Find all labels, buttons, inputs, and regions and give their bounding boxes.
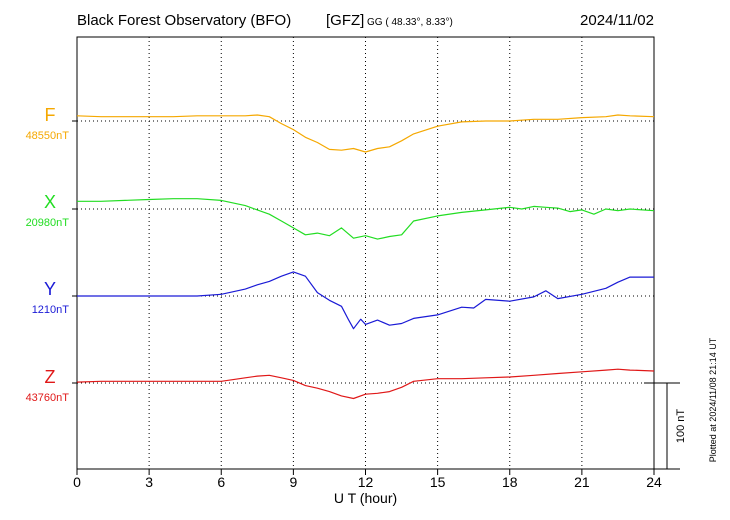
series-name-z: Z <box>45 367 56 387</box>
scale-bar: 100 nT <box>644 382 687 470</box>
x-tick-label: 0 <box>73 474 81 490</box>
series-labels: F 48550nT X 20980nT Y 1210nT Z 43760nT <box>26 105 70 404</box>
series-line-f <box>76 114 655 153</box>
series-baseline-z: 43760nT <box>26 392 70 404</box>
x-axis-label: U T (hour) <box>334 490 397 506</box>
x-tick-label: 6 <box>217 474 225 490</box>
x-tick-label: 15 <box>430 474 446 490</box>
series-line-z <box>76 368 655 400</box>
series-line-x <box>77 198 655 240</box>
baseline-lines <box>77 120 654 384</box>
series-line-y <box>77 271 654 330</box>
scale-bar-label: 100 nT <box>675 409 687 444</box>
series-name-x: X <box>44 192 56 212</box>
series-baseline-f: 48550nT <box>26 130 70 142</box>
coords-label: GG ( 48.33°, 8.33°) <box>367 17 453 28</box>
station-title: Black Forest Observatory (BFO) <box>77 12 291 29</box>
x-tick-label: 24 <box>646 474 662 490</box>
source-label: [GFZ] <box>326 12 364 29</box>
series-lines <box>76 114 655 400</box>
x-tick-label: 12 <box>358 474 374 490</box>
plotted-timestamp: Plotted at 2024/11/08 21:14 UT <box>708 337 718 462</box>
series-name-f: F <box>45 105 56 125</box>
x-tick-label: 9 <box>289 474 297 490</box>
x-axis-ticks: 0 3 6 9 12 15 18 21 24 <box>72 120 662 490</box>
x-tick-label: 18 <box>502 474 518 490</box>
date-label: 2024/11/02 <box>580 12 654 29</box>
series-baseline-y: 1210nT <box>32 304 70 316</box>
series-baseline-x: 20980nT <box>26 217 70 229</box>
grid-lines <box>148 37 583 469</box>
x-tick-label: 3 <box>145 474 153 490</box>
x-tick-label: 21 <box>574 474 590 490</box>
series-name-y: Y <box>44 279 56 299</box>
